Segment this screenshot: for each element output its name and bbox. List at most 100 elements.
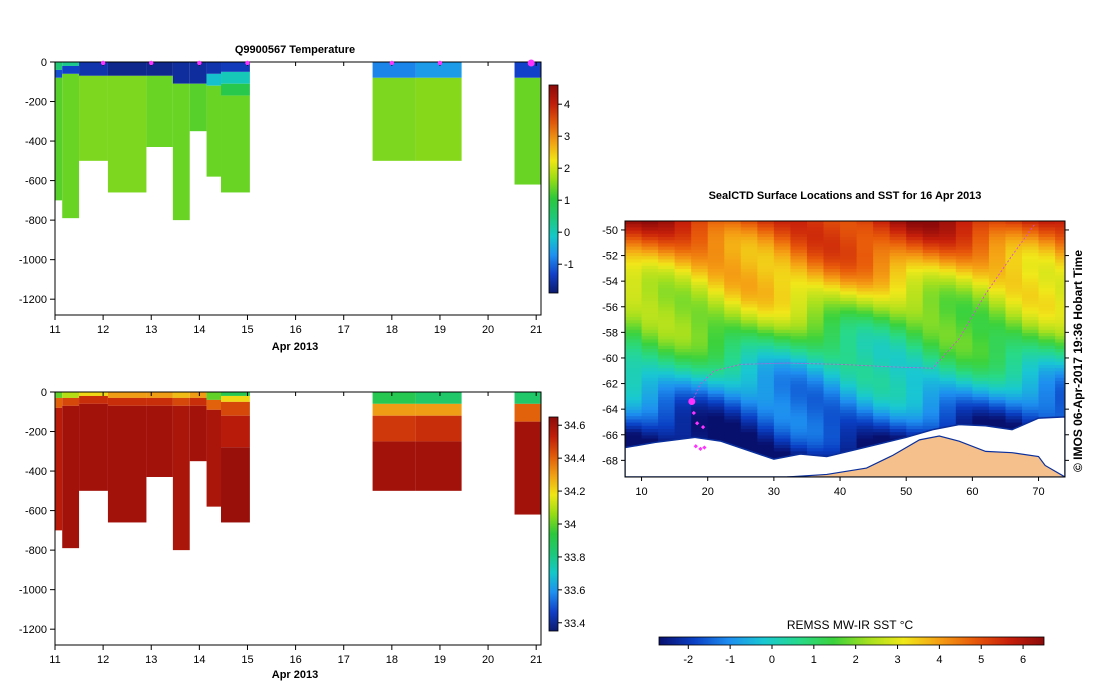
- sst-cell: [625, 272, 643, 276]
- sst-cell: [806, 371, 825, 376]
- sst-cell: [641, 243, 659, 248]
- sst-cell: [658, 371, 676, 376]
- sst-cell: [906, 297, 924, 302]
- sst-cell: [674, 275, 692, 280]
- salinity-plot-frame: [54, 391, 542, 646]
- sst-cell: [856, 288, 874, 292]
- sst-cell: [641, 365, 659, 369]
- sst-cell: [1021, 275, 1040, 280]
- sst-cell: [823, 227, 841, 232]
- sst-cell: [740, 253, 758, 257]
- sst-cell: [889, 307, 907, 312]
- profile-cell: [172, 405, 190, 551]
- sst-cell: [707, 221, 725, 225]
- sst-cell: [790, 240, 808, 244]
- sst-cell: [939, 326, 957, 331]
- sst-cell: [988, 365, 1007, 369]
- sst-cell: [806, 368, 825, 372]
- temperature-title: Q9900567 Temperature: [235, 44, 355, 56]
- sst-cell: [724, 262, 742, 267]
- sst-cell: [740, 278, 758, 283]
- sst-cell: [823, 326, 841, 331]
- sst-cell: [955, 288, 973, 292]
- sst-cell: [790, 224, 808, 228]
- sst-cell: [988, 278, 1007, 283]
- sst-cell: [674, 253, 692, 257]
- sst-cell: [856, 390, 874, 395]
- sst-cell: [724, 345, 742, 350]
- lat-tick-label: -68: [602, 455, 618, 467]
- sst-cell: [889, 336, 907, 340]
- sst-cell: [641, 349, 659, 353]
- sst-cell: [674, 425, 692, 430]
- sst-cell: [988, 416, 1007, 420]
- sst-cell: [757, 390, 775, 395]
- sst-cell: [922, 387, 940, 392]
- sst-cell: [1005, 358, 1023, 363]
- sst-cell: [757, 400, 775, 404]
- sst-cell: [707, 224, 725, 228]
- sst-cell: [873, 285, 891, 289]
- sst-cell: [856, 419, 874, 424]
- sst-cell: [790, 230, 808, 235]
- sst-cell: [740, 288, 758, 292]
- sst-cell: [641, 345, 659, 350]
- sst-cell: [1005, 397, 1023, 401]
- sst-cell: [1005, 301, 1023, 305]
- sst-cell: [625, 336, 643, 340]
- sst-cell: [889, 317, 907, 321]
- x-tick-label: 20: [482, 324, 494, 336]
- sst-cell: [1005, 390, 1023, 395]
- sst-cell: [707, 230, 725, 235]
- sst-cell: [707, 390, 725, 395]
- sst-cell: [840, 230, 858, 235]
- sst-cell: [922, 307, 940, 312]
- sst-cell: [707, 339, 725, 344]
- sst-cell: [806, 365, 825, 369]
- sst-cell: [1055, 326, 1065, 331]
- sst-cell: [922, 221, 940, 225]
- sst-cell: [724, 409, 742, 414]
- sst-cell: [691, 393, 709, 398]
- sst-cell: [740, 345, 758, 350]
- sst-cell: [939, 406, 957, 411]
- station-marker: [245, 60, 250, 66]
- sst-cell: [823, 432, 841, 436]
- sst-cell: [790, 365, 808, 369]
- sst-cell: [972, 403, 990, 408]
- sst-cell: [707, 269, 725, 273]
- sst-cell: [790, 291, 808, 296]
- sst-cell: [806, 317, 825, 321]
- sst-cell: [740, 371, 758, 376]
- sst-cell: [955, 259, 973, 264]
- sst-cell: [856, 253, 874, 257]
- profile-cell: [55, 62, 63, 70]
- sst-cell: [906, 355, 924, 360]
- sst-cell: [757, 365, 775, 369]
- sst-cell: [740, 259, 758, 264]
- sst-cell: [641, 358, 659, 363]
- sst-cell: [955, 345, 973, 350]
- sst-cell: [674, 333, 692, 337]
- sst-cell: [889, 374, 907, 379]
- sst-cell: [674, 393, 692, 398]
- sst-cell: [740, 355, 758, 360]
- x-tick-label: 13: [145, 324, 157, 336]
- sst-cell: [773, 230, 792, 235]
- sst-cell: [922, 313, 940, 318]
- sst-cell: [691, 336, 709, 340]
- sst-cell: [740, 339, 758, 344]
- profile-cell: [415, 392, 462, 404]
- sst-cell: [707, 265, 725, 270]
- sst-cell: [658, 355, 676, 360]
- sst-cell: [906, 329, 924, 334]
- sst-cell: [757, 371, 775, 376]
- sst-cell: [972, 265, 990, 270]
- sst-cell: [889, 288, 907, 292]
- sst-cell: [707, 361, 725, 366]
- profile-cell: [146, 392, 173, 398]
- sst-cell: [856, 221, 874, 225]
- sst-cell: [823, 246, 841, 251]
- sst-cell: [806, 339, 825, 344]
- sst-cell: [625, 355, 643, 360]
